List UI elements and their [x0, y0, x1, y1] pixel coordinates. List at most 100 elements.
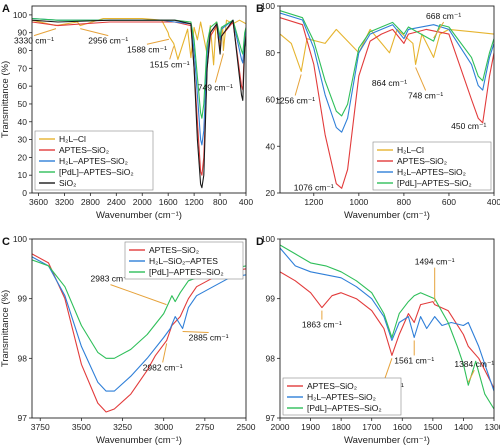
- series-line: [32, 256, 246, 392]
- x-tick-label: 3750: [31, 422, 50, 432]
- y-tick-label: 100: [13, 10, 27, 20]
- series-line: [280, 10, 494, 117]
- annotation-arrow: [294, 74, 302, 96]
- x-tick-label: 1200: [304, 197, 323, 207]
- x-tick-label: 2000: [133, 197, 152, 207]
- legend-entry: H₂L–APTES–SiO₂: [59, 156, 128, 166]
- x-tick-label: 1300: [485, 422, 500, 432]
- y-tick-label: 99: [266, 294, 276, 304]
- y-tick-label: 97: [266, 413, 276, 423]
- x-tick-label: 1500: [423, 422, 442, 432]
- panel-letter: A: [2, 3, 10, 15]
- annotation-label: 1494 cm⁻¹: [415, 257, 455, 267]
- legend-entry: APTES–SiO₂: [397, 156, 447, 166]
- y-axis-label: Transmittance (%): [0, 61, 11, 138]
- series-line: [32, 17, 246, 66]
- annotation-arrow: [467, 369, 475, 383]
- x-tick-label: 800: [397, 197, 411, 207]
- panel-a: A 3600 3200 2800 2400 2000 1600 1200 800 400 0 10 20…: [0, 3, 253, 221]
- annotation-label: 748 cm⁻¹: [408, 90, 443, 100]
- annotation-arrow: [169, 46, 175, 60]
- series-line: [280, 247, 494, 392]
- x-tick-label: 3600: [29, 197, 48, 207]
- legend-entry: [PdL]–APTES–SiO₂: [59, 167, 134, 177]
- x-tick-label: 1400: [454, 422, 473, 432]
- annotation-arrow: [214, 53, 224, 83]
- y-tick-label: 40: [266, 141, 276, 151]
- x-tick-label: 2000: [271, 422, 290, 432]
- series-group: [280, 244, 494, 410]
- plot-frame: [279, 238, 495, 419]
- legend-entry: H₂L–SiO₂–APTES: [149, 256, 218, 266]
- annotation-label: 1863 cm⁻¹: [302, 320, 342, 330]
- annotation-label: 2983 cm⁻¹: [91, 274, 131, 284]
- y-tick-label: 80: [266, 48, 276, 58]
- annotation-label: 450 cm⁻¹: [451, 121, 486, 131]
- x-tick-label: 2500: [237, 422, 256, 432]
- annotation-label: 1588 cm⁻¹: [127, 44, 167, 54]
- panel-c: C 3750 3500 3250 3000 2750 2500 97 98 99 100 Wavenu…: [0, 234, 256, 446]
- panel-d: D 2000 1900 1800 1700 1600 1500 1400 1300 97 98 99 1…: [256, 234, 500, 446]
- legend-entry: APTES–SiO₂: [59, 145, 109, 155]
- x-tick-label: 1600: [393, 422, 412, 432]
- annotation-arrow: [182, 331, 209, 333]
- y-tick-label: 70: [18, 63, 28, 73]
- annotation-arrow: [433, 21, 445, 39]
- x-tick-label: 1700: [362, 422, 381, 432]
- y-tick-label: 60: [266, 95, 276, 105]
- series-line: [32, 17, 246, 119]
- x-tick-label: 3500: [72, 422, 91, 432]
- annotation-label: 864 cm⁻¹: [372, 78, 407, 88]
- annotation-label: 3330 cm⁻¹: [14, 36, 54, 46]
- legend: H₂L–ClAPTES–SiO₂H₂L–APTES–SiO₂[PdL]–APTE…: [34, 130, 154, 191]
- series-group: [32, 17, 246, 189]
- y-tick-label: 40: [18, 117, 28, 127]
- annotation-label: 1256 cm⁻¹: [275, 95, 315, 105]
- x-tick-label: 2800: [81, 197, 100, 207]
- panel-letter: C: [2, 236, 10, 248]
- series-line: [280, 28, 494, 73]
- series-line: [280, 244, 494, 410]
- legend: H₂L–ClAPTES–SiO₂H₂L–APTES–SiO₂[PdL]–APTE…: [372, 141, 492, 191]
- panel-letter: D: [256, 236, 264, 248]
- y-tick-label: 20: [18, 152, 28, 162]
- legend-entry: H₂L–APTES–SiO₂: [397, 167, 466, 177]
- y-tick-label: 90: [18, 28, 28, 38]
- series-line: [32, 253, 246, 413]
- legend-entry: SiO₂: [59, 178, 76, 188]
- legend-entry: [PdL]–APTES–SiO₂: [397, 178, 472, 188]
- y-tick-label: 50: [18, 99, 28, 109]
- annotation-label: 1515 cm⁻¹: [150, 59, 190, 69]
- y-axis-label: Transmittance (%): [0, 290, 11, 367]
- x-tick-label: 1900: [301, 422, 320, 432]
- annotation-label: 1076 cm⁻¹: [294, 182, 334, 192]
- x-tick-label: 2750: [195, 422, 214, 432]
- annotation-arrow: [383, 358, 393, 382]
- series-line: [280, 271, 494, 389]
- annotation-label: 2956 cm⁻¹: [88, 36, 128, 46]
- x-tick-label: 1200: [185, 197, 204, 207]
- x-tick-label: 1000: [349, 197, 368, 207]
- series-line: [280, 12, 494, 133]
- x-tick-label: 800: [213, 197, 227, 207]
- annotation-label: 668 cm⁻¹: [426, 11, 461, 21]
- series-line: [32, 17, 246, 146]
- x-tick-label: 1600: [159, 197, 178, 207]
- x-tick-label: 3200: [55, 197, 74, 207]
- x-tick-label: 600: [442, 197, 456, 207]
- x-tick-label: 3000: [154, 422, 173, 432]
- panel-b: B 1200 1000 800 600 400 20 40 60 80 100 Wavenumber …: [256, 1, 500, 221]
- legend-entry: [PdL]–APTES–SiO₂: [149, 267, 224, 277]
- plot-frame: [31, 238, 247, 419]
- x-tick-label: 2400: [107, 197, 126, 207]
- x-axis-label: Wavenumber (cm⁻¹): [344, 210, 430, 221]
- y-tick-label: 98: [266, 353, 276, 363]
- y-tick-label: 60: [18, 81, 28, 91]
- y-tick-label: 80: [18, 46, 28, 56]
- y-tick-label: 100: [261, 234, 275, 244]
- plot-frame: [31, 5, 247, 194]
- legend-entry: APTES–SiO₂: [307, 381, 357, 391]
- series-line: [32, 19, 246, 189]
- y-tick-label: 30: [18, 135, 28, 145]
